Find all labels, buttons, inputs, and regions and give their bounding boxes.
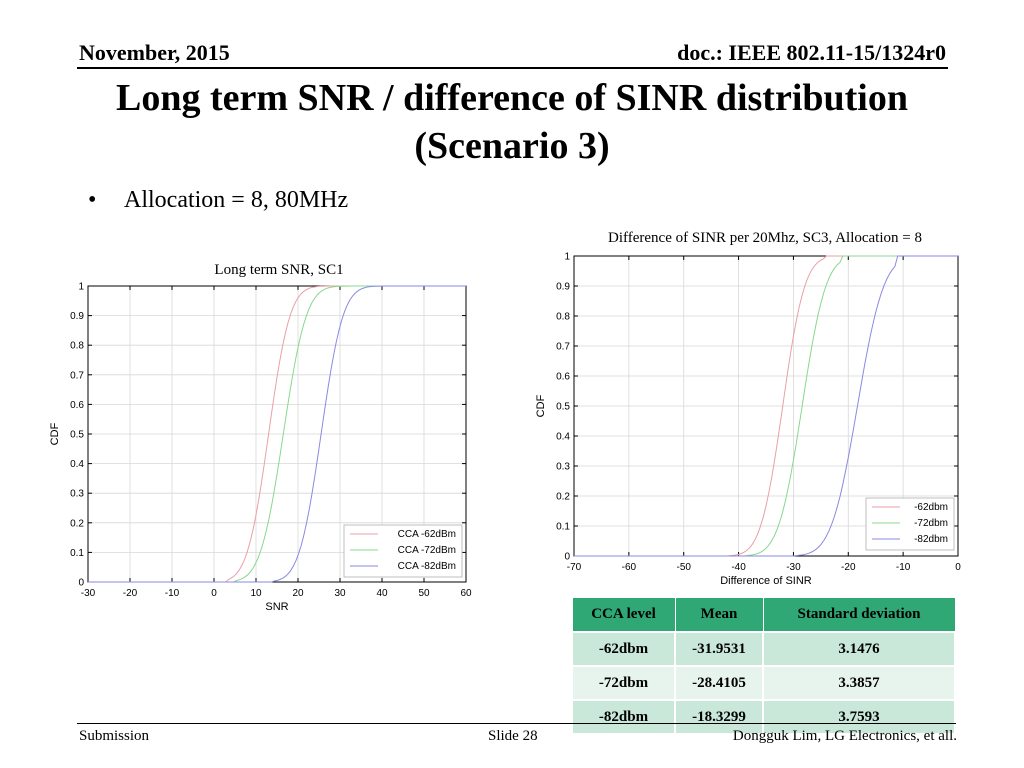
x-tick-label: 20 <box>292 588 304 599</box>
x-tick-label: -30 <box>786 562 801 573</box>
table-row: -82dbm -18.3299 3.7593 <box>571 699 956 735</box>
x-tick-label: -40 <box>731 562 746 573</box>
y-tick-label: 0.8 <box>70 341 84 352</box>
x-tick-label: -20 <box>841 562 856 573</box>
y-tick-label: 0.4 <box>70 459 84 470</box>
x-tick-label: 10 <box>250 588 262 599</box>
header-rule <box>77 67 948 69</box>
stats-header-mean: Mean <box>674 597 764 633</box>
header-date: November, 2015 <box>79 40 230 65</box>
x-axis-label: SNR <box>265 601 288 613</box>
y-tick-label: 0.8 <box>556 312 570 323</box>
y-tick-label: 0.3 <box>556 462 570 473</box>
y-tick-label: 0.7 <box>70 370 84 381</box>
cell-cca: -72dbm <box>571 665 676 701</box>
x-tick-label: 30 <box>334 588 346 599</box>
x-tick-label: 40 <box>376 588 388 599</box>
series-line-3 <box>574 255 958 557</box>
y-tick-label: 0.6 <box>70 400 84 411</box>
y-axis-label: CDF <box>49 422 61 445</box>
table-row: -62dbm -31.9531 3.1476 <box>571 631 956 667</box>
y-tick-label: 0.9 <box>70 311 84 322</box>
x-tick-label: -30 <box>81 588 96 599</box>
y-tick-label: 0.6 <box>556 372 570 383</box>
cell-mean: -28.4105 <box>673 665 765 701</box>
legend-entry: CCA -72dBm <box>398 545 456 556</box>
x-tick-label: 60 <box>460 588 472 599</box>
x-tick-label: -50 <box>676 562 691 573</box>
y-tick-label: 0.2 <box>556 492 570 503</box>
slide-title: Long term SNR / difference of SINR distr… <box>0 74 1024 170</box>
series-line-3 <box>88 285 466 583</box>
chart-1: -30 -20 -10 0 10 20 30 40 50 60 0 0.1 0.2 0.3 0.4 0.5 0.… <box>49 282 472 614</box>
title-line-2: (Scenario 3) <box>414 125 610 167</box>
x-tick-label: -60 <box>622 562 637 573</box>
legend-entry: -62dbm <box>914 502 948 513</box>
x-tick-label: -70 <box>567 562 582 573</box>
stats-header-std: Standard deviation <box>762 597 956 633</box>
y-tick-label: 0.2 <box>70 518 84 529</box>
y-tick-label: 1 <box>78 282 84 293</box>
chart-2: -70 -60 -50 -40 -30 -20 -10 0 0 0.1 0.2 0.3 0.4 0.5 0.… <box>535 252 961 588</box>
cell-std: 3.1476 <box>762 631 956 667</box>
y-tick-label: 0 <box>78 578 84 589</box>
legend-entry: -72dbm <box>914 518 948 529</box>
stats-header-row: CCA level Mean Standard deviation <box>571 597 956 633</box>
chart2-title: Difference of SINR per 20Mhz, SC3, Alloc… <box>608 230 922 246</box>
legend-entry: CCA -62dBm <box>398 529 456 540</box>
bullet-text: Allocation = 8, 80MHz <box>124 187 349 213</box>
x-tick-label: -10 <box>165 588 180 599</box>
y-tick-label: 1 <box>564 252 570 263</box>
y-tick-label: 0.5 <box>70 430 84 441</box>
footer-authors: Dongguk Lim, LG Electronics, et all. <box>732 728 957 744</box>
x-axis-label: Difference of SINR <box>720 575 812 587</box>
y-tick-label: 0.1 <box>556 522 570 533</box>
x-tick-label: -20 <box>123 588 138 599</box>
cell-cca: -82dbm <box>571 699 676 735</box>
cell-mean: -31.9531 <box>673 631 765 667</box>
stats-table: CCA level Mean Standard deviation -62dbm… <box>571 597 956 735</box>
title-line-1: Long term SNR / difference of SINR distr… <box>115 77 908 119</box>
y-tick-label: 0.3 <box>70 489 84 500</box>
legend-entry: -82dbm <box>914 534 948 545</box>
stats-header-cca: CCA level <box>571 597 676 633</box>
cell-mean: -18.3299 <box>673 699 765 735</box>
header-doc-id: doc.: IEEE 802.11-15/1324r0 <box>677 40 946 65</box>
y-tick-label: 0 <box>564 552 570 563</box>
y-tick-label: 0.1 <box>70 548 84 559</box>
footer-slide-number: Slide 28 <box>488 728 538 744</box>
bullet-item: • Allocation = 8, 80MHz <box>88 187 348 214</box>
cell-std: 3.3857 <box>762 665 956 701</box>
x-tick-label: -10 <box>896 562 911 573</box>
y-tick-label: 0.4 <box>556 432 570 443</box>
footer-rule <box>77 723 956 724</box>
chart1-title: Long term SNR, SC1 <box>214 262 344 278</box>
x-tick-label: 50 <box>418 588 430 599</box>
bullet-dot: • <box>88 187 97 213</box>
y-tick-label: 0.9 <box>556 282 570 293</box>
cell-std: 3.7593 <box>762 699 956 735</box>
footer-submission: Submission <box>79 728 150 744</box>
cell-cca: -62dbm <box>571 631 676 667</box>
legend-entry: CCA -82dBm <box>398 561 456 572</box>
table-row: -72dbm -28.4105 3.3857 <box>571 665 956 701</box>
x-tick-label: 0 <box>211 588 217 599</box>
y-tick-label: 0.7 <box>556 342 570 353</box>
y-axis-label: CDF <box>535 394 547 417</box>
y-tick-label: 0.5 <box>556 402 570 413</box>
x-tick-label: 0 <box>955 562 961 573</box>
